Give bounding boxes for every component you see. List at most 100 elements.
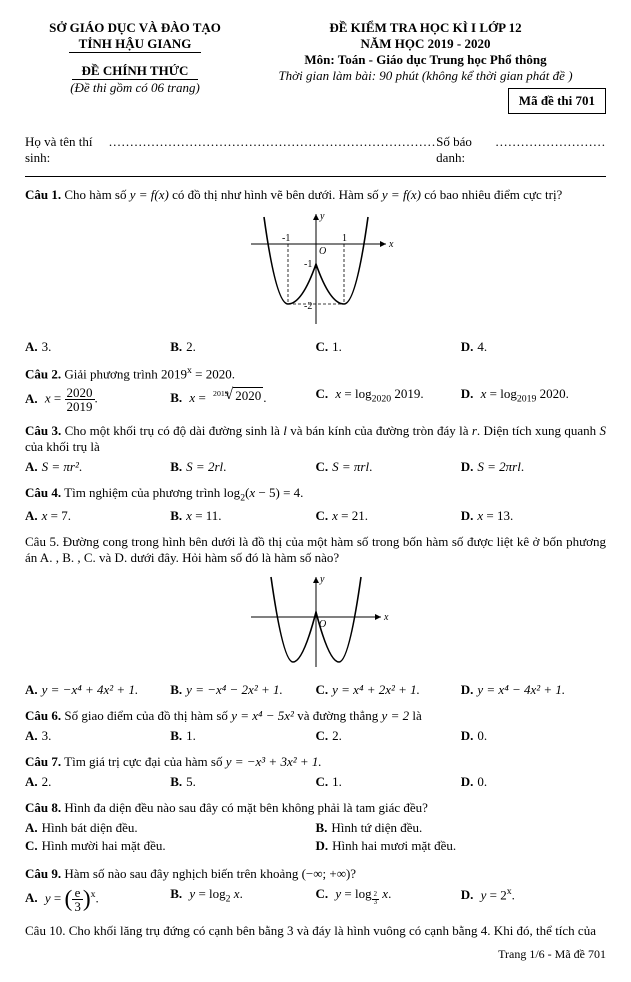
q9-options: A. y = (e3)x. B. y = log2 x. C. y = log2… [25, 886, 606, 913]
svg-text:O: O [319, 246, 326, 257]
q7-opt-c: C.1. [316, 774, 461, 790]
q1-d-text: 4. [477, 339, 487, 354]
q6-b-text: 1. [186, 728, 196, 743]
header: SỞ GIÁO DỤC VÀ ĐÀO TẠO TỈNH HẬU GIANG ĐỀ… [25, 20, 606, 114]
q8-options: A.Hình bát diện đều. B.Hình tứ diện đều.… [25, 820, 606, 856]
q9-opt-c: C. y = log23 x. [316, 886, 461, 913]
year-line: NĂM HỌC 2019 - 2020 [245, 36, 606, 52]
question-1: Câu 1. Cho hàm số y = f(x) có đồ thị như… [25, 187, 606, 203]
q6-d-text: 0. [477, 728, 487, 743]
id-label: Số báo danh: [436, 134, 495, 166]
q2-opt-b: B. x = 2019√2020. [170, 386, 315, 413]
q1-c-text: 1. [332, 339, 342, 354]
question-6: Câu 6. Số giao điểm của đồ thị hàm số y … [25, 708, 606, 724]
q2-b-rad: 2020 [233, 387, 263, 404]
q8-c-text: Hình mười hai mặt đều. [42, 838, 166, 853]
svg-text:y: y [319, 574, 325, 585]
q2-a-den: 2019 [65, 400, 95, 413]
id-dots: .......................... [496, 134, 607, 166]
q1-b-text: 2. [186, 339, 196, 354]
svg-text:-1: -1 [282, 233, 290, 244]
q7-opt-b: B.5. [170, 774, 315, 790]
q5-opt-d: D.y = x⁴ − 4x² + 1. [461, 682, 606, 698]
q8-opt-a: A.Hình bát diện đều. [25, 820, 316, 836]
q8-stem: Hình đa diện đều nào sau đây có mặt bên … [64, 800, 428, 815]
question-10: Câu 10. Cho khối lăng trụ đứng có cạnh b… [25, 923, 606, 939]
q3-opt-d: D.S = 2πrl. [461, 459, 606, 475]
svg-text:y: y [319, 211, 325, 222]
q6-options: A.3. B.1. C.2. D.0. [25, 728, 606, 744]
q7-opt-a: A.2. [25, 774, 170, 790]
q1-text: Câu 1. Cho hàm số y = f(x) có đồ thị như… [25, 187, 562, 202]
name-dots: ........................................… [109, 134, 436, 166]
divider [25, 176, 606, 177]
question-4: Câu 4. Tìm nghiệm của phương trình log2(… [25, 485, 606, 504]
svg-text:-2: -2 [304, 301, 312, 312]
q4-options: A.x = 7. B.x = 11. C.x = 21. D.x = 13. [25, 508, 606, 524]
q4-opt-c: C.x = 21. [316, 508, 461, 524]
student-info-row: Họ và tên thí sinh: ....................… [25, 134, 606, 166]
q5-opt-a: A.y = −x⁴ + 4x² + 1. [25, 682, 170, 698]
title-line: ĐỀ KIỂM TRA HỌC KÌ I LỚP 12 [245, 20, 606, 36]
q9-opt-a: A. y = (e3)x. [25, 886, 170, 913]
q9-opt-d: D. y = 2x. [461, 886, 606, 913]
q10-text: Câu 10. Cho khối lăng trụ đứng có cạnh b… [25, 923, 596, 938]
q2-opt-a: A. x = 20202019. [25, 386, 170, 413]
q8-d-text: Hình hai mươi mặt đều. [332, 838, 456, 853]
q6-opt-c: C.2. [316, 728, 461, 744]
q8-b-text: Hình tứ diện đều. [331, 820, 422, 835]
q8-opt-d: D.Hình hai mươi mặt đều. [316, 838, 607, 854]
q5-opt-c: C.y = x⁴ + 2x² + 1. [316, 682, 461, 698]
q7-a-text: 2. [42, 774, 52, 789]
subject-line: Môn: Toán - Giáo dục Trung học Phổ thông [245, 52, 606, 68]
q2-b-idx: 2019 [213, 389, 229, 398]
q8-a-text: Hình bát diện đều. [42, 820, 138, 835]
q3-opt-c: C.S = πrl. [316, 459, 461, 475]
q3-opt-b: B.S = 2rl. [170, 459, 315, 475]
q9-a-num: e [72, 886, 83, 900]
q8-opt-c: C.Hình mười hai mặt đều. [25, 838, 316, 854]
q2-opt-d: D. x = log2019 2020. [461, 386, 606, 413]
province-line: TỈNH HẬU GIANG [25, 36, 245, 53]
q1-opt-b: B.2. [170, 339, 315, 355]
q9-opt-b: B. y = log2 x. [170, 886, 315, 913]
q7-d-text: 0. [477, 774, 487, 789]
question-5: Câu 5. Đường cong trong hình bên dưới là… [25, 534, 606, 566]
q2-options: A. x = 20202019. B. x = 2019√2020. C. x … [25, 386, 606, 413]
q3-opt-a: A.S = πr². [25, 459, 170, 475]
q4-opt-d: D.x = 13. [461, 508, 606, 524]
q2-opt-c: C. x = log2020 2019. [316, 386, 461, 413]
q6-opt-d: D.0. [461, 728, 606, 744]
q6-opt-a: A.3. [25, 728, 170, 744]
q7-b-text: 5. [186, 774, 196, 789]
q5-graph: x y O [25, 572, 606, 676]
pages-line: (Đề thi gồm có 06 trang) [25, 80, 245, 96]
q2-a-num: 2020 [65, 386, 95, 400]
q6-a-text: 3. [42, 728, 52, 743]
page-footer: Trang 1/6 - Mã đề 701 [25, 947, 606, 962]
q7-options: A.2. B.5. C.1. D.0. [25, 774, 606, 790]
question-2: Câu 2. Giải phương trình 2019x = 2020. [25, 365, 606, 382]
official-text: ĐỀ CHÍNH THỨC [72, 63, 199, 80]
q5-options: A.y = −x⁴ + 4x² + 1. B.y = −x⁴ − 2x² + 1… [25, 682, 606, 698]
exam-code-box: Mã đề thi 701 [508, 88, 606, 114]
svg-text:-1: -1 [304, 259, 312, 270]
q5-opt-b: B.y = −x⁴ − 2x² + 1. [170, 682, 315, 698]
q1-opt-d: D.4. [461, 339, 606, 355]
q1-a-text: 3. [42, 339, 52, 354]
name-label: Họ và tên thí sinh: [25, 134, 109, 166]
province-text: TỈNH HẬU GIANG [69, 36, 202, 53]
dept-line: SỞ GIÁO DỤC VÀ ĐÀO TẠO [25, 20, 245, 36]
q9-a-den: 3 [72, 900, 83, 913]
q3-options: A.S = πr². B.S = 2rl. C.S = πrl. D.S = 2… [25, 459, 606, 475]
q4-opt-b: B.x = 11. [170, 508, 315, 524]
q6-opt-b: B.1. [170, 728, 315, 744]
q7-c-text: 1. [332, 774, 342, 789]
q1-opt-a: A.3. [25, 339, 170, 355]
svg-text:x: x [383, 612, 389, 623]
header-left: SỞ GIÁO DỤC VÀ ĐÀO TẠO TỈNH HẬU GIANG ĐỀ… [25, 20, 245, 114]
q4-opt-a: A.x = 7. [25, 508, 170, 524]
question-3: Câu 3. Cho một khối trụ có độ dài đường … [25, 423, 606, 455]
header-right: ĐỀ KIỂM TRA HỌC KÌ I LỚP 12 NĂM HỌC 2019… [245, 20, 606, 114]
q7-opt-d: D.0. [461, 774, 606, 790]
